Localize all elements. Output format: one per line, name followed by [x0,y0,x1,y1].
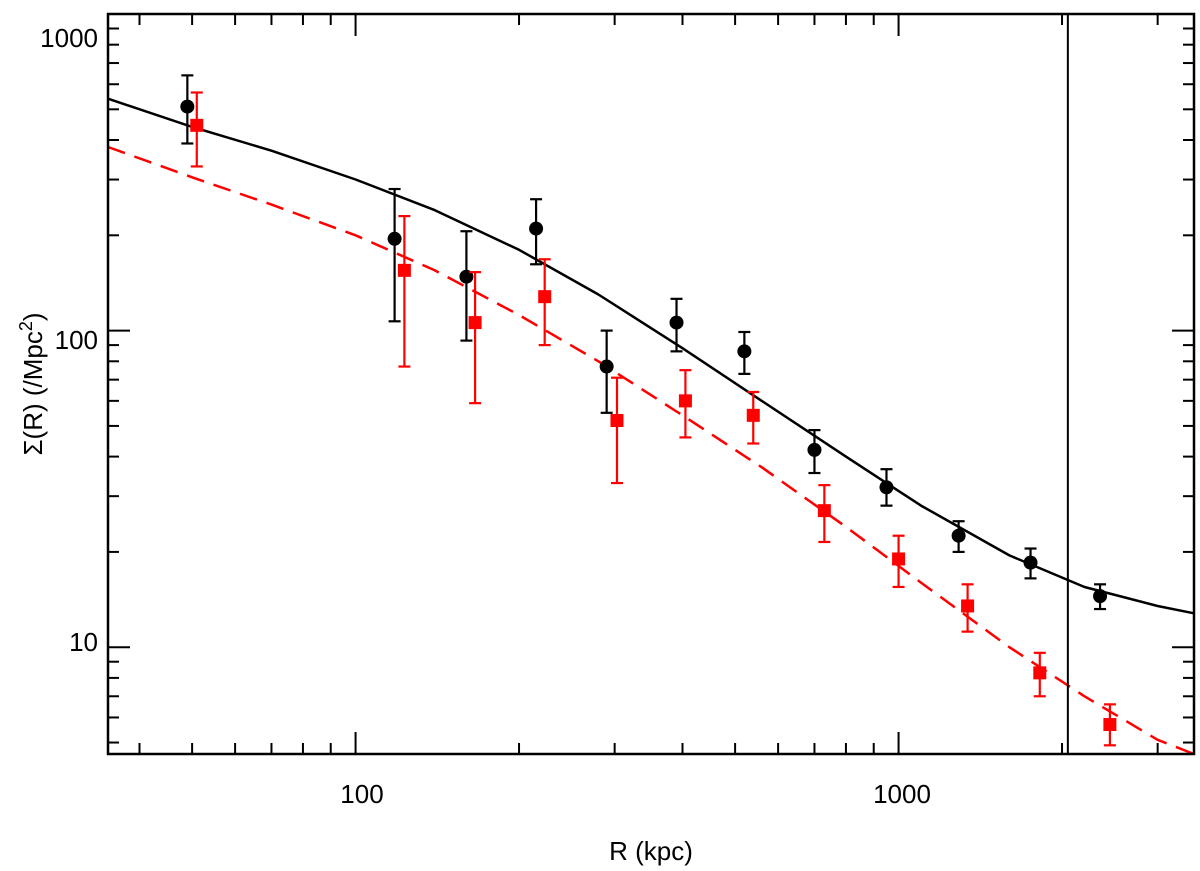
red-point [961,599,975,613]
black-point [951,528,966,543]
data-points [180,74,1117,747]
x-tick-label-100: 100 [340,779,383,809]
red-point [1033,666,1047,680]
black-point [807,442,822,457]
red-point [817,504,831,518]
red-model-curve [107,145,1195,756]
black-point [529,221,544,236]
black-point [879,480,894,495]
black-point [1023,555,1038,570]
black-point [1093,589,1108,604]
red-point [892,552,906,566]
red-point [538,290,552,304]
black-point [599,359,614,374]
black-point [387,231,402,246]
x-tick-label-1000: 1000 [873,779,931,809]
red-point [610,414,624,428]
y-tick-label-10: 10 [69,627,98,657]
black-point [737,344,752,359]
red-point [1103,718,1117,732]
red-point [678,394,692,408]
plot-frame [106,12,1196,756]
red-point [746,408,760,422]
black-model-curve [107,97,1195,615]
black-point [669,315,684,330]
x-axis-label: R (kpc) [609,836,693,866]
y-axis-label-close: ) [18,312,48,321]
y-tick-label-1000: 1000 [40,23,98,53]
red-point [397,263,411,277]
y-axis-label: Σ(R) (/Mpc2) [16,312,48,455]
model-curves [107,97,1195,756]
red-point [468,316,482,330]
y-axis-label-sup: 2 [16,321,36,331]
black-point [180,99,195,114]
y-axis-label-main: Σ(R) (/Mpc [18,331,48,455]
red-point [190,118,204,132]
y-tick-label-100: 100 [55,325,98,355]
